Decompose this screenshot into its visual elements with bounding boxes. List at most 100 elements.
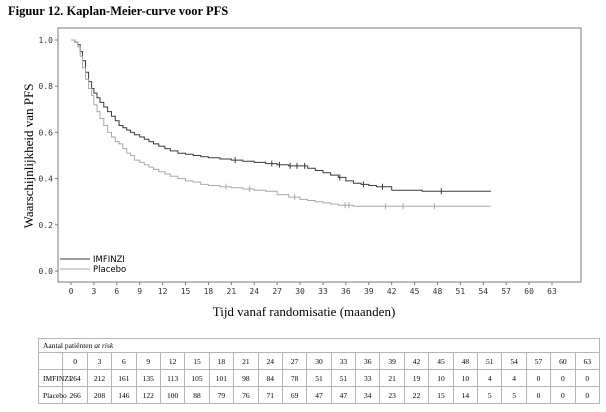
risk-month-header: 0 [62, 352, 88, 370]
y-tick-label: 0.4 [39, 175, 54, 184]
risk-month-header: 57 [525, 352, 552, 370]
x-axis-label: Tijd vanaf randomisatie (maanden) [213, 304, 396, 319]
risk-month-header: 9 [135, 352, 161, 370]
risk-month-header: 6 [111, 352, 137, 370]
risk-month-header: 51 [477, 352, 503, 370]
x-tick-label: 15 [181, 287, 191, 296]
x-tick-label: 54 [478, 287, 488, 296]
risk-cell: 105 [184, 369, 210, 387]
risk-cell: 5 [501, 386, 527, 404]
risk-cell: 212 [86, 369, 113, 387]
x-tick-label: 30 [295, 287, 305, 296]
risk-cell: 101 [208, 369, 235, 387]
risk-month-header: 21 [233, 352, 259, 370]
x-tick-label: 27 [272, 287, 282, 296]
risk-cell: 21 [379, 369, 405, 387]
risk-cell: 161 [111, 369, 137, 387]
risk-month-header: 48 [452, 352, 479, 370]
risk-cell: 135 [135, 369, 161, 387]
risk-month-header: 30 [306, 352, 332, 370]
risk-cell: 84 [257, 369, 283, 387]
risk-month-header: 39 [379, 352, 405, 370]
risk-cell: 19 [403, 369, 430, 387]
x-tick-label: 48 [433, 287, 443, 296]
x-tick-label: 36 [341, 287, 351, 296]
risk-cell: 5 [477, 386, 503, 404]
risk-cell: 34 [355, 386, 381, 404]
risk-months-row: 0 3 6 9 12 15 18 21 24 27 30 33 36 39 42 45 48 51 54 57 60 63 [37, 352, 601, 370]
risk-cell: 10 [428, 369, 454, 387]
y-tick-label: 0.6 [39, 128, 54, 137]
risk-cell: 47 [306, 386, 332, 404]
y-tick-label: 0.0 [39, 267, 54, 276]
risk-cell: 100 [159, 386, 186, 404]
x-tick-label: 39 [364, 287, 374, 296]
risk-row-label: IMFINZI [37, 369, 71, 387]
risk-month-header: 42 [403, 352, 430, 370]
y-axis-label: Waarschijnlijkheid van PFS [21, 84, 36, 229]
risk-cell: 122 [135, 386, 161, 404]
figure-title: Figuur 12. Kaplan-Meier-curve voor PFS [8, 4, 229, 18]
x-tick-label: 21 [227, 287, 237, 296]
risk-cell: 0 [525, 369, 552, 387]
x-tick-label: 45 [410, 287, 420, 296]
risk-cell: 10 [452, 369, 479, 387]
x-tick-label: 63 [547, 287, 557, 296]
km-chart: 0 3 6 9 12 15 18 21 24 27 30 33 36 39 42 45 48 51 54 57 60 63… [21, 27, 582, 319]
x-tick-label: 6 [114, 287, 119, 296]
risk-cell: 113 [159, 369, 186, 387]
risk-cell: 0 [574, 369, 601, 387]
km-curve-1 [71, 39, 491, 207]
risk-month-header: 18 [208, 352, 235, 370]
risk-month-header: 3 [86, 352, 113, 370]
axes: 0 3 6 9 12 15 18 21 24 27 30 33 36 39 42 45 48 51 54 57 60 63… [39, 36, 557, 296]
risk-cell: 51 [330, 369, 357, 387]
risk-cell: 33 [355, 369, 381, 387]
risk-cell: 14 [452, 386, 479, 404]
x-tick-label: 12 [158, 287, 168, 296]
risk-cell: 208 [86, 386, 113, 404]
risk-cell: 69 [281, 386, 308, 404]
risk-cell: 76 [233, 386, 259, 404]
plot-frame [57, 27, 582, 283]
y-tick-label: 0.2 [39, 221, 54, 230]
risk-caption-cell: Aantal patiënten at risk [38, 338, 600, 353]
x-tick-label: 3 [91, 287, 96, 296]
risk-table: Aantal patiënten at risk 0 3 6 9 12 15 18 21 24 2… [37, 338, 601, 404]
risk-cell: 98 [233, 369, 259, 387]
risk-cell: 0 [574, 386, 601, 404]
legend-label: IMFINZI [93, 255, 125, 265]
series-group [71, 39, 491, 210]
x-tick-label: 9 [137, 287, 142, 296]
risk-row-imfinzi: IMFINZI 264 212 161 135 113 105 101 98 84 78 51 51 3… [37, 369, 601, 387]
risk-row-placebo: Placebo 266 208 146 122 100 88 79 76 71 69 47 47 34 2… [37, 386, 601, 404]
x-tick-label: 18 [204, 287, 214, 296]
risk-row-label: Placebo [37, 386, 67, 404]
x-tick-label: 42 [387, 287, 397, 296]
risk-cell: 79 [208, 386, 235, 404]
y-tick-label: 1.0 [39, 36, 54, 45]
risk-cell: 0 [525, 386, 552, 404]
x-tick-label: 24 [249, 287, 259, 296]
x-tick-label: 0 [69, 287, 74, 296]
risk-month-header: 36 [355, 352, 381, 370]
risk-months-label [37, 352, 64, 370]
risk-month-header: 27 [281, 352, 308, 370]
risk-month-header: 63 [574, 352, 601, 370]
risk-cell: 146 [111, 386, 137, 404]
x-tick-label: 60 [524, 287, 534, 296]
risk-month-header: 60 [550, 352, 576, 370]
legend-label: Placebo [93, 265, 126, 275]
risk-caption-italic: at risk [94, 341, 114, 350]
risk-cell: 0 [550, 386, 576, 404]
risk-cell: 23 [379, 386, 405, 404]
risk-cell: 71 [257, 386, 283, 404]
x-tick-label: 33 [318, 287, 328, 296]
risk-cell: 47 [330, 386, 357, 404]
risk-caption-text: Aantal patiënten [43, 341, 95, 350]
risk-cell: 4 [501, 369, 527, 387]
risk-month-header: 33 [330, 352, 357, 370]
risk-cell: 0 [550, 369, 576, 387]
x-tick-label: 51 [456, 287, 466, 296]
